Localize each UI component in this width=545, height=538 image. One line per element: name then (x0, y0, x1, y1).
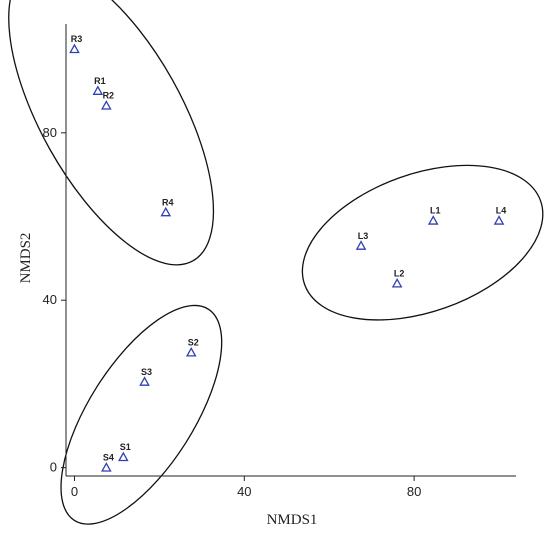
group-ellipse-l (301, 164, 544, 321)
data-point-s3 (139, 376, 150, 386)
group-ellipse-r (8, 0, 215, 266)
x-tick-label: 40 (237, 484, 251, 499)
data-point-l3 (355, 240, 367, 250)
point-label-s1: S1 (120, 442, 131, 452)
point-label-r2: R2 (103, 91, 115, 101)
point-label-l1: L1 (430, 206, 441, 216)
x-tick-label: 0 (71, 484, 78, 499)
data-point-l4 (493, 215, 505, 225)
data-point-r3 (69, 43, 80, 54)
point-label-l4: L4 (496, 206, 507, 216)
y-axis-title: NMDS2 (18, 233, 34, 284)
group-ellipse-s (60, 304, 223, 525)
point-label-r1: R1 (94, 76, 106, 86)
x-axis-title: NMDS1 (267, 512, 318, 528)
data-point-l2 (391, 277, 403, 288)
y-axis-ticks: 0 40 80 (43, 125, 66, 475)
data-point-s1 (118, 451, 129, 462)
data-point-r4 (160, 206, 172, 217)
data-point-s4 (101, 462, 112, 472)
point-label-l2: L2 (394, 268, 405, 278)
data-point-l1 (427, 215, 439, 225)
point-label-s2: S2 (188, 338, 199, 348)
point-label-s4: S4 (103, 453, 114, 463)
y-tick-label: 0 (50, 460, 57, 475)
y-tick-label: 80 (43, 125, 57, 140)
point-label-s3: S3 (141, 367, 152, 377)
point-label-r3: R3 (71, 34, 83, 44)
point-label-l3: L3 (358, 231, 369, 241)
y-tick-label: 40 (43, 292, 57, 307)
x-axis-ticks: 0 40 80 (71, 476, 421, 499)
data-point-r1 (92, 85, 104, 95)
point-label-r4: R4 (162, 197, 174, 207)
data-point-r2 (101, 100, 112, 110)
x-tick-label: 80 (407, 484, 421, 499)
data-points: R3 R1 R2 R4 L1 L4 L3 L2 S2 S3 S1 S4 (69, 34, 507, 472)
data-point-s2 (185, 346, 197, 357)
